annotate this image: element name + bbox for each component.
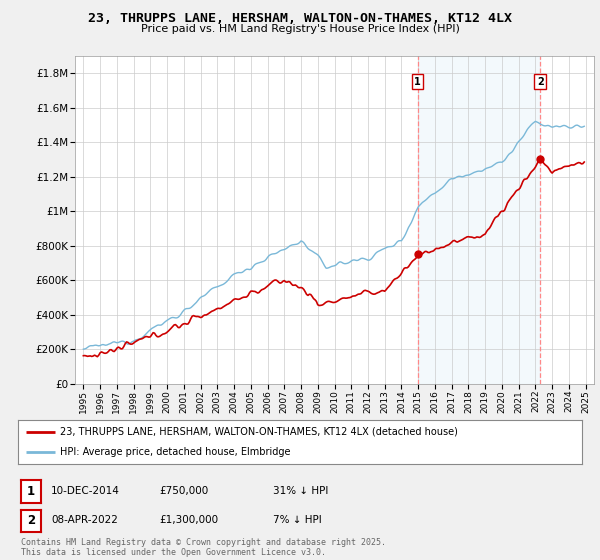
Text: HPI: Average price, detached house, Elmbridge: HPI: Average price, detached house, Elmb… xyxy=(60,447,291,457)
Text: Contains HM Land Registry data © Crown copyright and database right 2025.
This d: Contains HM Land Registry data © Crown c… xyxy=(21,538,386,557)
Text: £1,300,000: £1,300,000 xyxy=(159,515,218,525)
Text: 08-APR-2022: 08-APR-2022 xyxy=(51,515,118,525)
Text: 1: 1 xyxy=(414,77,421,87)
Text: 10-DEC-2014: 10-DEC-2014 xyxy=(51,486,120,496)
Text: 2: 2 xyxy=(27,514,35,528)
Text: 31% ↓ HPI: 31% ↓ HPI xyxy=(273,486,328,496)
Text: 1: 1 xyxy=(27,485,35,498)
Text: Price paid vs. HM Land Registry's House Price Index (HPI): Price paid vs. HM Land Registry's House … xyxy=(140,24,460,34)
Bar xyxy=(418,56,540,384)
Text: £750,000: £750,000 xyxy=(159,486,208,496)
Text: 23, THRUPPS LANE, HERSHAM, WALTON-ON-THAMES, KT12 4LX: 23, THRUPPS LANE, HERSHAM, WALTON-ON-THA… xyxy=(88,12,512,25)
Text: 23, THRUPPS LANE, HERSHAM, WALTON-ON-THAMES, KT12 4LX (detached house): 23, THRUPPS LANE, HERSHAM, WALTON-ON-THA… xyxy=(60,427,458,437)
Text: 7% ↓ HPI: 7% ↓ HPI xyxy=(273,515,322,525)
Text: 2: 2 xyxy=(537,77,544,87)
